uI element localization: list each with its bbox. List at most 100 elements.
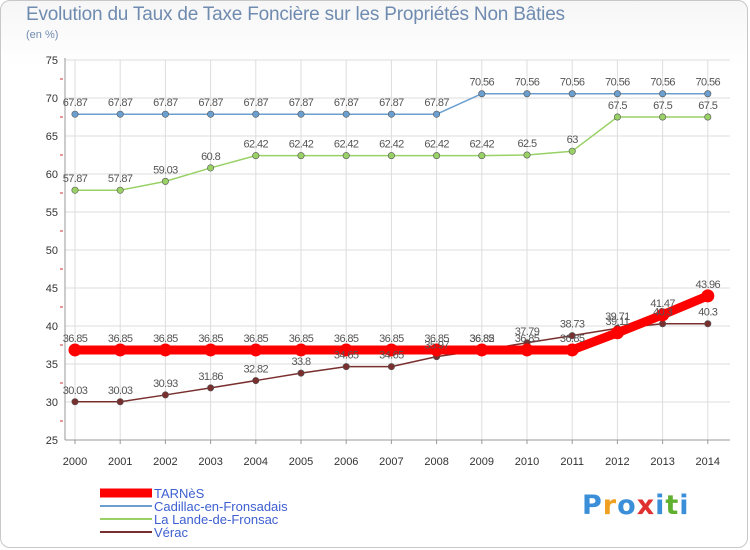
data-point	[430, 343, 444, 357]
data-label: 63	[567, 134, 579, 146]
y-tick-label: 35	[46, 359, 58, 371]
data-label: 36.85	[470, 333, 495, 345]
data-point	[294, 343, 308, 357]
data-label: 39.11	[606, 316, 630, 328]
data-point	[387, 110, 395, 118]
legend-entry: La Lande-de-Fronsac	[100, 512, 279, 527]
x-tick-label: 2012	[605, 456, 629, 468]
data-label: 36.85	[334, 333, 359, 345]
data-point	[568, 147, 576, 155]
data-point	[68, 343, 82, 357]
data-point	[565, 343, 579, 357]
data-point	[297, 369, 305, 377]
data-point	[297, 110, 305, 118]
logo-letter: i	[655, 490, 666, 521]
data-label: 30.93	[153, 378, 178, 390]
legend-label: Cadillac-en-Fronsadais	[154, 499, 288, 514]
data-point	[568, 90, 576, 98]
x-tick-label: 2014	[696, 456, 720, 468]
data-label: 62.42	[334, 139, 359, 151]
data-point	[342, 152, 350, 160]
grid-layer	[65, 59, 730, 441]
data-point	[207, 164, 215, 172]
y-tick-label: 30	[46, 397, 58, 409]
data-point	[252, 152, 260, 160]
data-label: 36.85	[198, 333, 223, 345]
data-label: 36.85	[289, 333, 314, 345]
x-tick-label: 2009	[470, 456, 494, 468]
data-point	[659, 320, 667, 328]
x-tick-label: 2006	[334, 456, 358, 468]
logo-letter: r	[602, 490, 618, 521]
data-point	[523, 151, 531, 159]
data-point	[339, 343, 353, 357]
chart-unit-label: (en %)	[26, 29, 59, 41]
x-tick-label: 2010	[515, 456, 539, 468]
data-label: 36.85	[560, 333, 585, 345]
data-point	[659, 90, 667, 98]
data-label: 36.85	[515, 333, 540, 345]
data-point	[342, 110, 350, 118]
data-point	[71, 398, 79, 406]
data-label: 67.87	[289, 97, 314, 109]
data-label: 39.71	[605, 311, 630, 323]
data-point	[297, 152, 305, 160]
data-point	[478, 90, 486, 98]
data-point	[161, 391, 169, 399]
logo-letter: t	[665, 490, 680, 521]
data-point	[116, 186, 124, 194]
data-label: 62.5	[517, 138, 536, 150]
data-label-layer: 36.85 36.85 36.85 36.85 36.85 36.85 36.85 36.85…	[63, 77, 721, 397]
data-label: 36.85	[424, 333, 449, 345]
data-point	[659, 113, 667, 121]
data-label: 43.96	[696, 279, 721, 291]
series-layer	[68, 90, 715, 406]
data-point	[116, 110, 124, 118]
data-label: 67.5	[653, 100, 672, 112]
data-point	[342, 363, 350, 371]
data-label: 30.03	[63, 385, 88, 397]
data-point	[478, 152, 486, 160]
data-label: 67.87	[153, 97, 178, 109]
data-label: 67.87	[108, 97, 133, 109]
logo-letter: i	[679, 490, 690, 521]
data-point	[71, 110, 79, 118]
data-point	[71, 186, 79, 194]
data-point	[207, 110, 215, 118]
data-label: 31.86	[198, 371, 223, 383]
data-label: 70.56	[696, 77, 721, 89]
y-tick-label: 65	[46, 131, 58, 143]
data-label: 36.85	[108, 333, 133, 345]
axis-layer: 25 30 35 40 45 50 55 60 65 70 75 2000 2001 2002 2003 20…	[46, 55, 730, 468]
series-cadillac-en-fronsadais	[71, 90, 712, 118]
data-label: 62.42	[289, 139, 314, 151]
data-label: 67.87	[379, 97, 404, 109]
y-tick-label: 25	[46, 435, 58, 447]
x-tick-label: 2003	[198, 456, 222, 468]
data-label: 33.8	[291, 356, 310, 368]
data-point	[704, 90, 712, 98]
data-label: 36.85	[379, 333, 404, 345]
data-label: 59.03	[153, 164, 178, 176]
data-point	[161, 110, 169, 118]
data-label: 70.56	[515, 77, 540, 89]
data-label: 40.3	[698, 307, 717, 319]
logo-letter: x	[636, 490, 656, 521]
y-tick-label: 70	[46, 93, 58, 105]
x-tick-label: 2007	[379, 456, 403, 468]
data-label: 60.8	[201, 151, 220, 163]
data-point	[433, 152, 441, 160]
series-tarn-s	[68, 289, 715, 357]
x-tick-label: 2011	[560, 456, 584, 468]
data-label: 57.87	[63, 173, 88, 185]
x-tick-label: 2008	[424, 456, 448, 468]
data-point	[610, 326, 624, 340]
data-label: 57.87	[108, 173, 133, 185]
data-point	[204, 343, 218, 357]
data-point	[207, 384, 215, 392]
data-label: 70.56	[605, 77, 630, 89]
data-point	[158, 343, 172, 357]
data-label: 40.3	[653, 307, 672, 319]
